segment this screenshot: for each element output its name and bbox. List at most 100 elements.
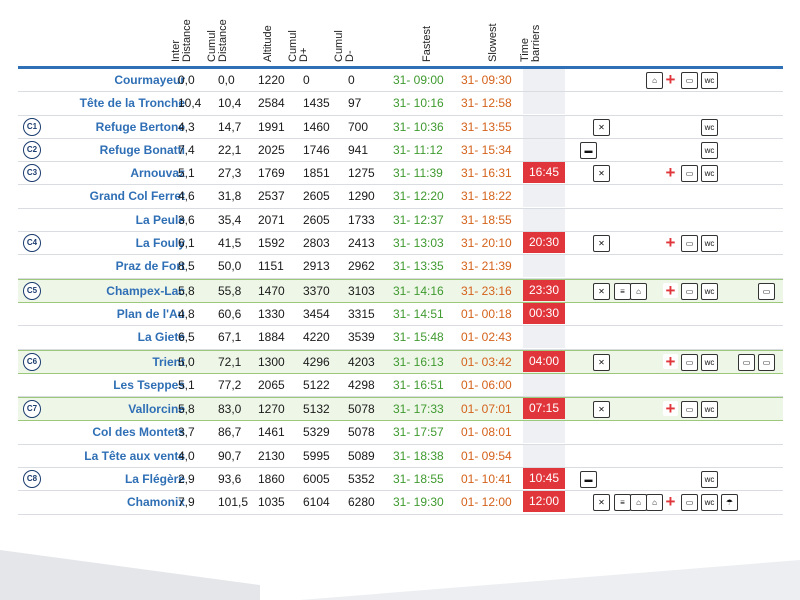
header-cumul-dminus: Cumul D- [333, 30, 356, 62]
cell-slowest: 31- 23:16 [461, 283, 512, 298]
food-icon: ✕ [593, 494, 610, 512]
cell-alt: 1330 [258, 306, 285, 321]
bed-icon: ≡ [614, 494, 631, 512]
cell-slowest: 31- 13:55 [461, 119, 512, 134]
bus-icon: ▭ [681, 235, 698, 253]
lock-icon: ⌂ [646, 72, 663, 89]
checkpoint-badge: C4 [23, 234, 41, 253]
cell-fastest: 31- 12:37 [393, 212, 444, 227]
tent-icon: ⌂ [630, 282, 647, 300]
header-fastest: Fastest [421, 25, 433, 62]
time-barrier-empty [523, 421, 565, 444]
cell-inter: 5,1 [178, 166, 195, 181]
location-name: Plan de l'Au [116, 306, 185, 321]
cell-dp: 6005 [303, 472, 330, 487]
cell-slowest: 01- 09:54 [461, 448, 512, 463]
cell-slowest: 31- 21:39 [461, 259, 512, 274]
bus-icon: ▭ [681, 72, 698, 89]
cell-cumul: 14,7 [218, 119, 242, 134]
checkpoint-badge: C6 [23, 352, 41, 371]
cell-alt: 1270 [258, 402, 285, 417]
cell-inter: 3,7 [178, 425, 195, 440]
checkpoint-badge: C8 [23, 470, 41, 489]
cell-cumul: 101,5 [218, 495, 249, 510]
bag-icon: ▭ [758, 353, 775, 371]
header-time-barriers: Time barriers [519, 24, 542, 62]
location-name: Praz de Fort [115, 259, 185, 274]
cell-cumul: 83,0 [218, 402, 242, 417]
cell-cumul: 90,7 [218, 448, 242, 463]
cell-cumul: 50,0 [218, 259, 242, 274]
time-barrier: 20:30 [523, 232, 565, 254]
cell-dp: 3454 [303, 306, 330, 321]
cell-alt: 2025 [258, 142, 285, 157]
time-barrier: 16:45 [523, 162, 565, 184]
wc-icon: wc [701, 235, 718, 253]
cell-alt: 1860 [258, 472, 285, 487]
pole-icon: ▭ [738, 353, 755, 371]
cell-cumul: 60,6 [218, 306, 242, 321]
table-row: Grand Col Ferret 4,6 31,8 2537 2605 1290 31- 1… [18, 185, 783, 209]
table-row: Col des Montets 3,7 86,7 1461 5329 5078 31- 17… [18, 421, 783, 445]
time-barrier-empty [523, 115, 565, 138]
checkpoint-badge: C2 [23, 140, 41, 159]
cell-dp: 5132 [303, 402, 330, 417]
lock-icon: ⌂ [646, 494, 663, 512]
bottom-decoration [0, 550, 800, 600]
cell-alt: 1884 [258, 330, 285, 345]
cup-icon: ▬ [580, 141, 597, 159]
cell-fastest: 31- 17:57 [393, 425, 444, 440]
cell-slowest: 31- 15:34 [461, 142, 512, 157]
bus-icon: ▭ [681, 494, 698, 512]
checkpoint-badge: C7 [23, 400, 41, 419]
location-name: Vallorcine [128, 402, 185, 417]
bus-icon: ▭ [681, 165, 698, 183]
cell-dm: 3539 [348, 330, 375, 345]
cell-dp: 2803 [303, 236, 330, 251]
cell-dp: 2605 [303, 212, 330, 227]
cell-alt: 2537 [258, 189, 285, 204]
cell-dm: 4203 [348, 354, 375, 369]
cell-slowest: 01- 12:00 [461, 495, 512, 510]
cell-dp: 1746 [303, 142, 330, 157]
cell-dp: 5995 [303, 448, 330, 463]
cross-icon: + [663, 71, 678, 88]
cell-fastest: 31- 15:48 [393, 330, 444, 345]
location-name: Champex-Lac [106, 283, 185, 298]
location-name: Arnouvaz [130, 166, 185, 181]
tent-icon: ⌂ [630, 494, 647, 512]
cell-inter: 6,5 [178, 330, 195, 345]
cell-dp: 0 [303, 73, 310, 87]
cell-dp: 2913 [303, 259, 330, 274]
cell-cumul: 55,8 [218, 283, 242, 298]
cell-inter: 6,1 [178, 236, 195, 251]
location-name: La Peule [135, 212, 185, 227]
cell-fastest: 31- 12:20 [393, 189, 444, 204]
cup-icon: ▬ [580, 471, 597, 489]
time-barrier: 07:15 [523, 398, 565, 420]
cell-slowest: 31- 18:22 [461, 189, 512, 204]
cell-dp: 1851 [303, 166, 330, 181]
cell-alt: 2065 [258, 377, 285, 392]
time-barrier: 04:00 [523, 350, 565, 372]
location-name: Refuge Bonatti [99, 142, 185, 157]
cell-inter: 4,6 [178, 189, 195, 204]
cell-inter: 4,3 [178, 119, 195, 134]
header-cumul-dplus: Cumul D+ [287, 30, 310, 62]
cell-cumul: 35,4 [218, 212, 242, 227]
cell-fastest: 31- 16:13 [393, 354, 444, 369]
table-row: C2 Refuge Bonatti 7,4 22,1 2025 1746 941 31- 11… [18, 138, 783, 163]
wc-icon: wc [701, 401, 718, 419]
cell-dp: 5122 [303, 377, 330, 392]
cell-dp: 3370 [303, 283, 330, 298]
time-barrier: 10:45 [523, 468, 565, 490]
table-body: Courmayeur 0,0 0,0 1220 0 0 31- 09:00 31- 09:30… [18, 69, 783, 515]
cell-fastest: 31- 13:03 [393, 236, 444, 251]
cell-dm: 4298 [348, 377, 375, 392]
wc-icon: wc [701, 353, 718, 371]
wc-icon: wc [701, 282, 718, 300]
cell-inter: 7,4 [178, 142, 195, 157]
checkpoint-badge: C5 [23, 281, 41, 300]
cell-inter: 10,4 [178, 96, 202, 111]
cell-dp: 6104 [303, 495, 330, 510]
